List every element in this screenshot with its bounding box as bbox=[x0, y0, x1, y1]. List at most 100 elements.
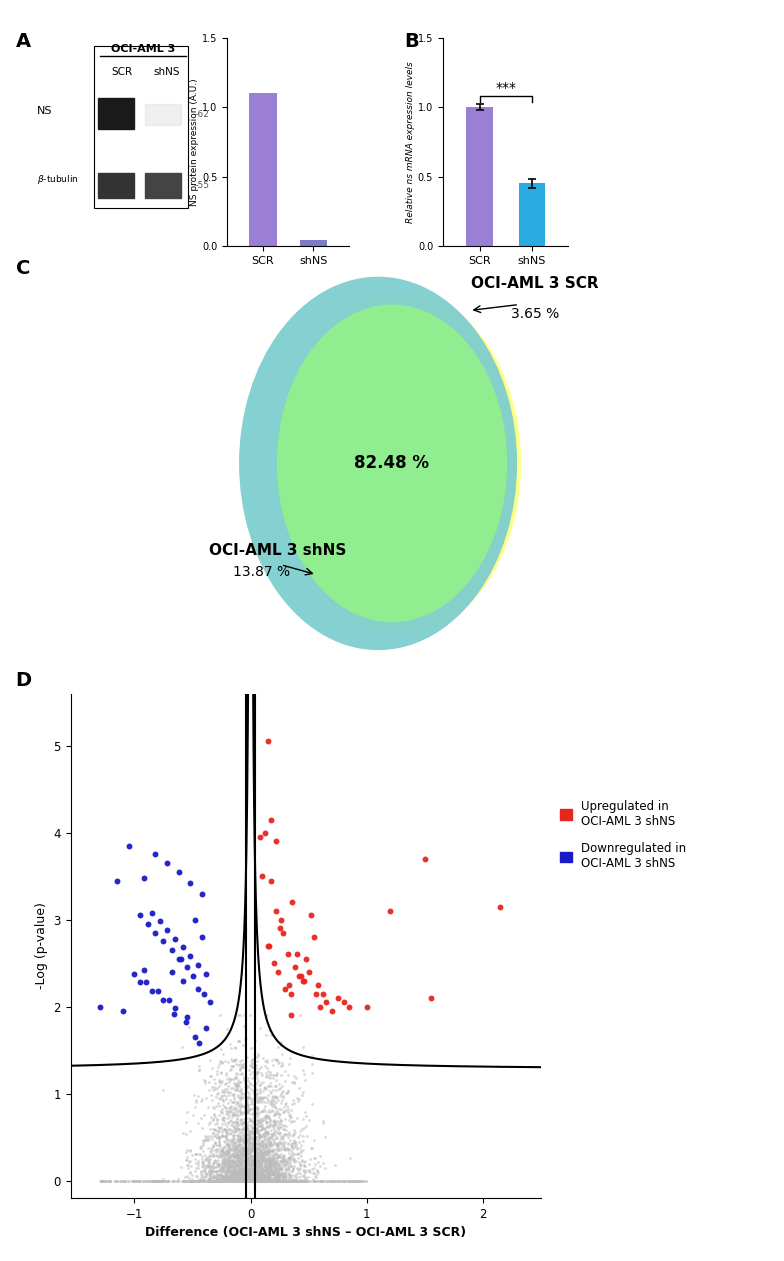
Point bbox=[231, 1115, 244, 1135]
Point bbox=[265, 1064, 278, 1084]
Point bbox=[267, 1091, 280, 1111]
Point bbox=[195, 1090, 208, 1110]
Point bbox=[270, 1129, 282, 1149]
Point bbox=[202, 1156, 215, 1177]
Point bbox=[217, 1169, 230, 1189]
Point bbox=[254, 1083, 267, 1103]
Point bbox=[269, 1168, 281, 1188]
Point bbox=[287, 1170, 299, 1190]
Point bbox=[307, 1163, 320, 1183]
Point bbox=[237, 1170, 249, 1190]
Point bbox=[249, 1121, 261, 1141]
Point bbox=[260, 1159, 272, 1179]
Point bbox=[254, 1108, 267, 1129]
Point bbox=[257, 1164, 270, 1184]
Point bbox=[243, 1084, 256, 1105]
Point bbox=[230, 1063, 242, 1083]
Point bbox=[214, 1119, 227, 1139]
Point bbox=[103, 1170, 116, 1190]
Point bbox=[227, 1169, 239, 1189]
Point bbox=[227, 1052, 240, 1072]
Point bbox=[265, 1159, 278, 1179]
Point bbox=[338, 1170, 350, 1190]
Point bbox=[270, 1121, 282, 1141]
Point bbox=[182, 1155, 194, 1175]
Point bbox=[312, 1170, 325, 1190]
Point bbox=[260, 1165, 273, 1185]
Point bbox=[278, 1102, 291, 1122]
Point bbox=[258, 1151, 270, 1171]
Point bbox=[270, 1136, 283, 1156]
Point bbox=[221, 1124, 234, 1144]
Point bbox=[232, 1166, 245, 1187]
Point bbox=[251, 1149, 263, 1169]
Point bbox=[234, 1170, 247, 1190]
Point bbox=[223, 1097, 236, 1117]
Point bbox=[262, 1169, 274, 1189]
Point bbox=[350, 1170, 362, 1190]
Point bbox=[260, 1161, 272, 1182]
Point bbox=[224, 1156, 237, 1177]
Point bbox=[256, 1169, 268, 1189]
Point bbox=[294, 1155, 307, 1175]
Point bbox=[114, 1170, 126, 1190]
Point bbox=[202, 1155, 215, 1175]
Point bbox=[239, 1097, 252, 1117]
Point bbox=[223, 1111, 236, 1131]
Point bbox=[141, 1170, 154, 1190]
Point bbox=[246, 1154, 259, 1174]
Point bbox=[154, 1170, 166, 1190]
Point bbox=[214, 1050, 227, 1071]
Point bbox=[96, 1170, 108, 1190]
Point bbox=[248, 1067, 260, 1087]
Point bbox=[248, 1132, 260, 1153]
Point bbox=[274, 1122, 287, 1142]
Point bbox=[296, 1170, 309, 1190]
Point bbox=[161, 921, 173, 941]
Point bbox=[276, 1166, 289, 1187]
Point bbox=[254, 1165, 267, 1185]
Point bbox=[231, 1095, 244, 1115]
Point bbox=[246, 1132, 259, 1153]
Point bbox=[132, 1170, 145, 1190]
Point bbox=[251, 1140, 263, 1160]
Point bbox=[233, 1170, 245, 1190]
Point bbox=[282, 1139, 295, 1159]
Point bbox=[263, 1169, 275, 1189]
Point bbox=[267, 1165, 280, 1185]
Point bbox=[222, 1142, 234, 1163]
Point bbox=[289, 1132, 301, 1153]
Point bbox=[270, 1049, 282, 1069]
Point bbox=[240, 1116, 252, 1136]
Point bbox=[249, 1158, 262, 1178]
Point bbox=[259, 1106, 271, 1126]
Point bbox=[250, 1153, 263, 1173]
Point bbox=[268, 1158, 281, 1178]
Point bbox=[223, 1161, 236, 1182]
Point bbox=[275, 1170, 288, 1190]
Point bbox=[252, 1112, 265, 1132]
Point bbox=[223, 1084, 235, 1105]
Point bbox=[242, 1164, 255, 1184]
Point bbox=[193, 1033, 205, 1053]
Point bbox=[219, 1145, 231, 1165]
Point bbox=[251, 1119, 263, 1139]
Point bbox=[208, 1168, 220, 1188]
Point bbox=[250, 1166, 263, 1187]
Point bbox=[263, 1134, 275, 1154]
Point bbox=[277, 1134, 289, 1154]
Point bbox=[263, 1159, 276, 1179]
Point bbox=[263, 1153, 275, 1173]
Point bbox=[221, 1166, 234, 1187]
Point bbox=[263, 1117, 276, 1137]
Point bbox=[383, 900, 396, 921]
Point bbox=[216, 1170, 228, 1190]
Point bbox=[240, 1078, 252, 1098]
Point bbox=[281, 1137, 293, 1158]
Point bbox=[292, 1163, 304, 1183]
Point bbox=[260, 1136, 272, 1156]
Point bbox=[223, 1134, 236, 1154]
Point bbox=[227, 1146, 240, 1166]
Point bbox=[251, 1086, 263, 1106]
Point bbox=[274, 1116, 286, 1136]
